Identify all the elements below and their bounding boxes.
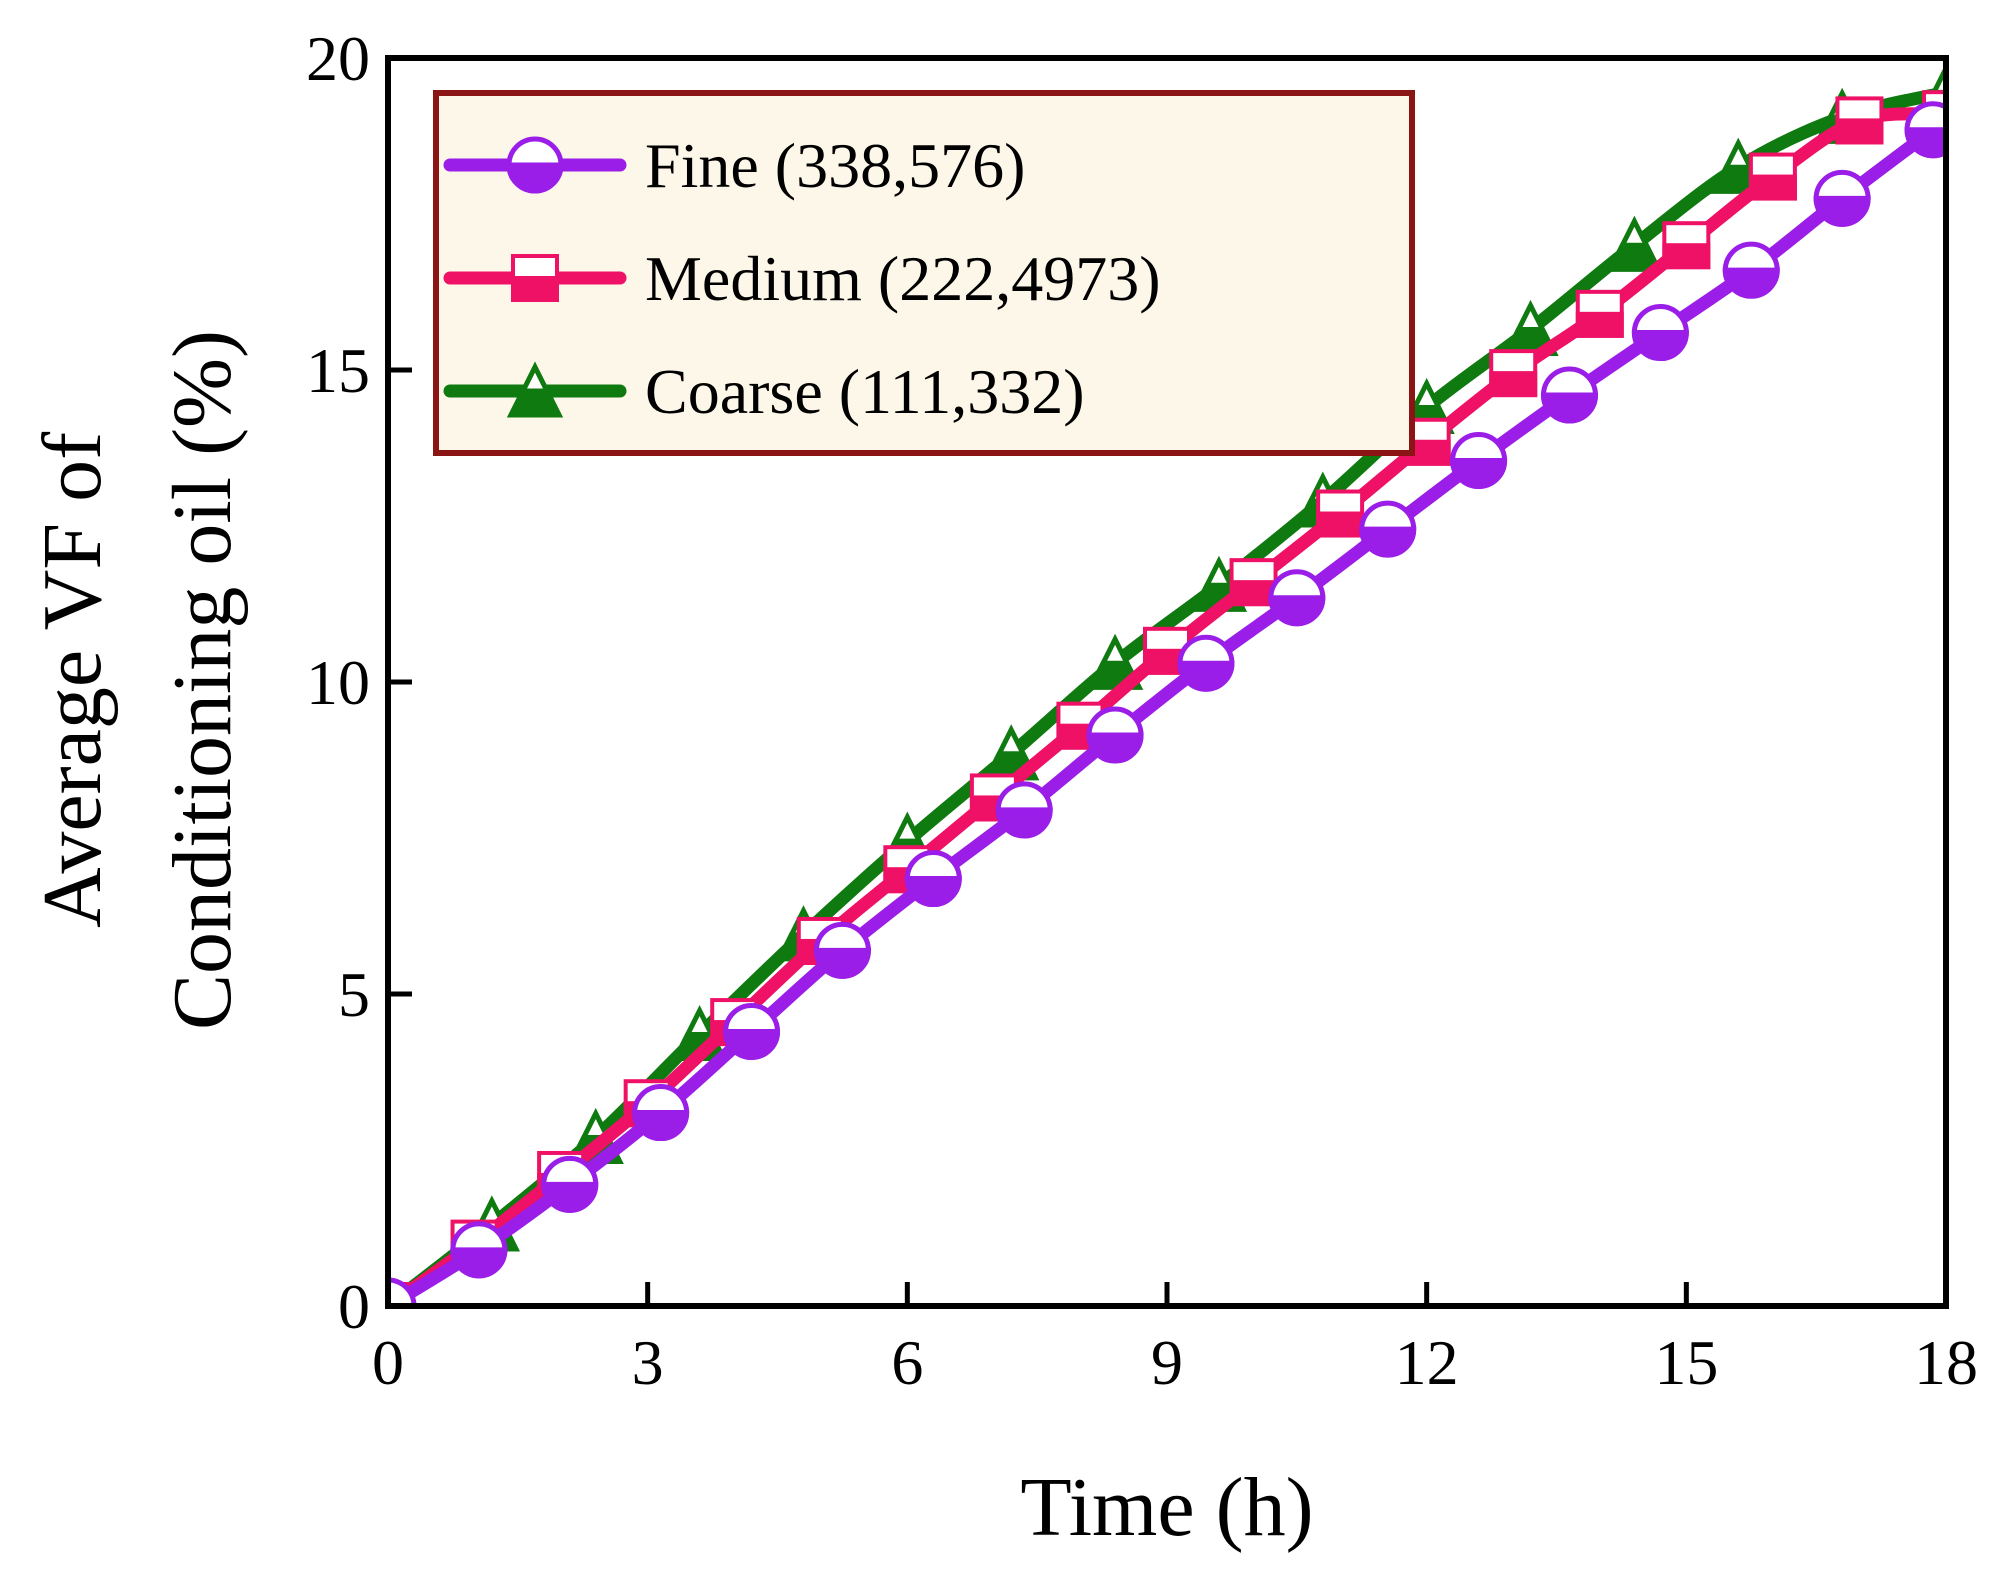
data-point (1748, 152, 1797, 201)
data-point (450, 1221, 508, 1279)
legend-entry: Medium (222,4973) (443, 243, 1161, 314)
legend-entry: Fine (338,576) (443, 130, 1025, 201)
y-tick-label: 0 (338, 1271, 370, 1342)
legend: Fine (338,576) Medium (222,4973) Coarse (1… (433, 90, 1415, 456)
x-tick-label: 9 (1151, 1327, 1183, 1398)
y-tick-label: 20 (306, 23, 370, 94)
data-point (1631, 304, 1689, 362)
legend-entry: Coarse (111,332) (443, 356, 1085, 427)
data-point (1813, 169, 1871, 227)
legend-marker (511, 254, 559, 302)
data-point (1450, 431, 1508, 489)
x-tick-label: 15 (1654, 1327, 1718, 1398)
data-point (1835, 96, 1884, 145)
plot-frame (385, 55, 1949, 1309)
x-tick-label: 18 (1914, 1327, 1978, 1398)
y-axis-title-line-2: Conditioning oil (%) (156, 330, 249, 1030)
data-point (1662, 221, 1711, 270)
legend-marker (506, 361, 564, 418)
y-axis-title-line-1: Average VF of (26, 432, 119, 928)
data-point (1359, 500, 1417, 558)
axis-tick-labels: 0 3 6 9 12 15 18 0 5 10 15 20 (306, 23, 1978, 1398)
x-tick-label: 3 (632, 1327, 664, 1398)
x-tick-label: 12 (1395, 1327, 1459, 1398)
y-axis-title: Average VF of Conditioning oil (%) (26, 330, 249, 1030)
y-tick-label: 10 (306, 647, 370, 718)
data-point (1904, 101, 1946, 159)
data-point (813, 921, 871, 979)
y-tick-label: 5 (338, 959, 370, 1030)
data-point (632, 1084, 690, 1142)
y-tick-label: 15 (306, 335, 370, 406)
legend-label: Medium (222,4973) (645, 243, 1161, 314)
legend-label: Fine (338,576) (645, 130, 1025, 201)
x-axis-title: Time (h) (1020, 1461, 1313, 1554)
data-point (995, 781, 1053, 839)
data-point (723, 1002, 781, 1060)
series-fine (388, 101, 1946, 1306)
data-point (1316, 489, 1365, 538)
x-tick-label: 6 (891, 1327, 923, 1398)
data-point (1229, 558, 1278, 607)
x-tick-label: 0 (372, 1327, 404, 1398)
data-point (1722, 241, 1780, 299)
data-point (388, 1277, 417, 1306)
data-point (1086, 706, 1144, 764)
legend-marker (506, 136, 564, 194)
data-point (1606, 215, 1663, 272)
data-point (1575, 289, 1624, 338)
legend-label: Coarse (111,332) (645, 356, 1085, 427)
data-point (1177, 634, 1235, 692)
data-point (1268, 569, 1326, 627)
series-layer (388, 62, 1946, 1306)
data-point (1489, 349, 1538, 398)
data-point (904, 850, 962, 908)
data-point (1540, 366, 1598, 424)
data-point (541, 1155, 599, 1213)
